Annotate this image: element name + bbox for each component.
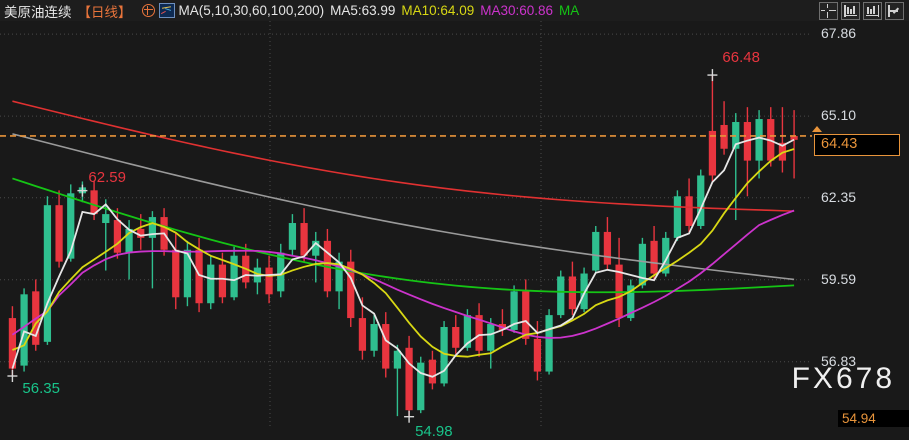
candle-body [778, 142, 787, 161]
candle-body [67, 193, 75, 259]
ma10-value: MA10:64.09 [401, 3, 475, 18]
ma5-value: MA5:63.99 [330, 3, 396, 18]
candle-body [218, 264, 227, 298]
align-right-tool-icon[interactable] [863, 2, 882, 20]
watermark: FX678 [791, 362, 895, 395]
candle-body [720, 124, 728, 149]
candle-body [335, 261, 343, 292]
candle-body [312, 240, 320, 256]
candle-body [137, 228, 145, 238]
candle-body [627, 285, 635, 319]
candle-body [452, 326, 460, 348]
candle-body [195, 249, 203, 304]
candle-body [90, 190, 98, 215]
candlestick-plot[interactable] [0, 21, 812, 428]
price-axis[interactable]: 67.86 65.10 62.35 59.59 56.83 64.43 54.94 [812, 21, 909, 428]
swing-low-marker: 56.35 [22, 380, 60, 397]
candle-body [545, 315, 553, 372]
last-price-badge: 54.94 [838, 410, 909, 427]
candle-body [405, 347, 413, 411]
low-marker: 54.98 [415, 422, 453, 440]
candle-body [288, 223, 297, 250]
candle-body [172, 249, 180, 298]
candle-body [697, 175, 705, 226]
candle-body [662, 237, 670, 274]
candle-body [382, 324, 390, 369]
candle-body [277, 252, 285, 292]
price-tick: 67.86 [821, 25, 857, 42]
candle-body [207, 264, 215, 304]
current-price-arrow-icon [812, 125, 822, 132]
candle-body [673, 196, 682, 238]
current-price-badge: 64.43 [814, 133, 900, 156]
period-label: 【日线】 [77, 4, 132, 20]
ma60-value: MA [559, 3, 580, 18]
candle-body [300, 223, 308, 256]
ma-line-ma5 [11, 136, 795, 378]
candle-group [8, 75, 798, 417]
candle-body [358, 318, 367, 351]
high-marker: 66.48 [722, 49, 760, 67]
candle-body [8, 318, 17, 369]
candle-body [592, 231, 600, 271]
ma-line-ma30 [11, 209, 795, 339]
candle-body [113, 220, 122, 253]
ma-line-ma60 [12, 177, 795, 294]
ma30-value: MA30:60.86 [480, 3, 554, 18]
price-tick: 56.83 [821, 352, 857, 369]
candle-body [183, 249, 192, 298]
candle-body [533, 338, 542, 372]
candle-body [20, 294, 28, 366]
indicator-label: MA(5,10,30,60,100,200) [178, 3, 325, 18]
candle-body [475, 315, 483, 351]
chart-toolbar [819, 2, 904, 20]
candle-body [370, 324, 378, 351]
candle-body [102, 214, 110, 224]
crosshair-tool-icon[interactable] [819, 2, 838, 20]
price-tick: 62.35 [821, 188, 857, 205]
candle-body [55, 205, 63, 262]
circle-plus-icon[interactable] [141, 4, 155, 17]
candle-body [230, 255, 238, 298]
plot-svg [0, 21, 812, 428]
candle-body [790, 135, 798, 140]
candle-body [347, 261, 355, 319]
candle-body [125, 228, 133, 253]
candle-body [148, 217, 157, 238]
candle-body [417, 362, 425, 411]
candle-body [685, 196, 693, 226]
candle-body [650, 240, 658, 274]
candle-body [440, 326, 448, 384]
ma-line-ma200 [12, 100, 795, 212]
candle-body [43, 205, 52, 342]
ma-line-ma10 [12, 148, 795, 358]
candle-body [603, 231, 612, 265]
chart-header: 美原油连续 【日线】 MA(5,10,30,60,100,200) MA5:63… [0, 0, 909, 21]
swing-high-marker: 62.59 [88, 168, 126, 186]
candle-body [487, 324, 495, 351]
ma-indicator-icon[interactable] [158, 3, 175, 18]
candle-body [265, 267, 273, 295]
candle-body [393, 350, 402, 369]
price-tick: 59.59 [821, 270, 857, 287]
candle-body [463, 315, 472, 348]
symbol-label: 美原油连续 [4, 4, 72, 20]
candle-body [522, 291, 530, 339]
candle-body [428, 359, 437, 384]
price-tick: 65.10 [821, 107, 857, 124]
shift-right-tool-icon[interactable] [885, 2, 904, 20]
candle-body [510, 291, 518, 330]
candle-body [557, 276, 565, 316]
align-left-tool-icon[interactable] [841, 2, 860, 20]
candle-body [638, 243, 647, 286]
candle-body [755, 119, 763, 161]
candle-body [708, 130, 717, 176]
